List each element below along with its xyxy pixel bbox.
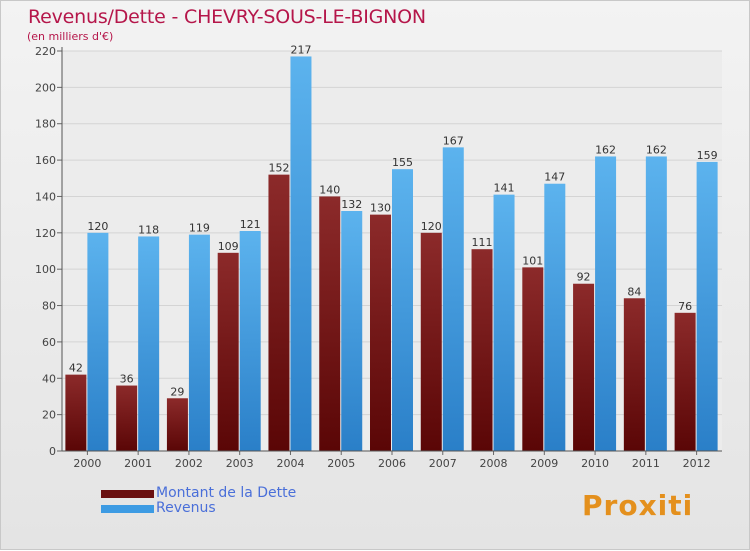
bar-dette [420,232,442,451]
bar-revenus [341,211,363,451]
data-label-revenus: 119 [189,222,210,235]
data-label-revenus: 147 [544,171,565,184]
y-tick-label: 140 [35,190,56,203]
x-tick-label: 2012 [683,457,711,470]
bar-dette [674,312,696,451]
bar-dette [370,214,391,451]
data-label-dette: 84 [627,285,641,298]
bar-dette [319,196,341,451]
y-tick-label: 160 [35,154,56,167]
bar-revenus [595,156,617,452]
y-tick-label: 40 [42,372,56,385]
x-tick-label: 2007 [429,457,457,470]
y-tick-label: 60 [42,336,56,349]
legend-swatch-revenus [101,505,154,513]
y-tick-label: 0 [49,445,56,458]
x-tick-label: 2002 [175,457,203,470]
bar-revenus [392,169,413,451]
data-label-revenus: 141 [494,182,515,195]
data-label-revenus: 217 [290,43,311,56]
y-tick-label: 80 [42,300,56,313]
x-tick-label: 2009 [530,457,558,470]
data-label-revenus: 167 [443,134,464,147]
bar-revenus [188,234,210,451]
data-label-revenus: 120 [87,220,108,233]
x-tick-label: 2011 [632,457,660,470]
bar-revenus [493,194,515,452]
bar-revenus [696,161,718,451]
bar-dette [623,298,645,451]
legend-swatch-dette [101,490,154,498]
data-label-revenus: 121 [240,218,261,231]
bar-dette [65,374,87,451]
data-label-dette: 42 [69,362,83,375]
data-label-dette: 29 [170,385,184,398]
x-tick-label: 2003 [226,457,254,470]
data-label-revenus: 132 [341,198,362,211]
bar-dette [166,398,188,451]
data-label-dette: 140 [319,183,340,196]
data-label-dette: 92 [577,271,591,284]
bar-dette [471,249,493,451]
chart-subtitle: (en milliers d'€) [27,30,114,43]
x-tick-label: 2000 [73,457,101,470]
data-label-dette: 76 [678,300,692,313]
bar-revenus [544,183,566,451]
legend-item-revenus: Revenus [101,500,501,518]
bar-dette [268,174,290,452]
y-tick-label: 20 [42,409,56,422]
bar-revenus [290,56,312,452]
data-label-dette: 130 [370,202,391,215]
x-tick-label: 2005 [327,457,355,470]
bar-revenus [442,147,464,451]
y-tick-label: 200 [35,81,56,94]
data-label-revenus: 162 [595,143,616,156]
bar-revenus [138,236,160,451]
x-tick-label: 2004 [276,457,304,470]
data-label-revenus: 118 [138,223,159,236]
y-tick-label: 100 [35,263,56,276]
bar-dette [573,283,595,451]
data-label-dette: 120 [421,220,442,233]
data-label-dette: 101 [522,254,543,267]
x-tick-label: 2001 [124,457,152,470]
bar-revenus [239,231,261,451]
data-label-revenus: 159 [697,149,718,162]
brand-logo: Proxiti [582,489,694,522]
x-tick-label: 2010 [581,457,609,470]
bar-dette [116,385,138,451]
y-tick-label: 180 [35,118,56,131]
x-tick-label: 2006 [378,457,406,470]
bar-dette [217,252,239,451]
x-tick-label: 2008 [480,457,508,470]
data-label-revenus: 162 [646,143,667,156]
data-label-revenus: 155 [392,156,413,169]
legend-label-revenus: Revenus [156,500,216,516]
data-label-dette: 36 [120,373,134,386]
data-label-dette: 111 [472,236,493,249]
bar-revenus [87,232,109,451]
y-tick-label: 120 [35,227,56,240]
y-tick-label: 220 [35,45,56,58]
data-label-dette: 109 [218,240,239,253]
legend-item-dette: Montant de la Dette [101,485,501,503]
data-label-dette: 152 [268,162,289,175]
chart-title: Revenus/Dette - CHEVRY-SOUS-LE-BIGNON [28,6,426,28]
bar-dette [522,267,544,451]
legend-label-dette: Montant de la Dette [156,485,297,501]
bar-revenus [645,156,667,452]
